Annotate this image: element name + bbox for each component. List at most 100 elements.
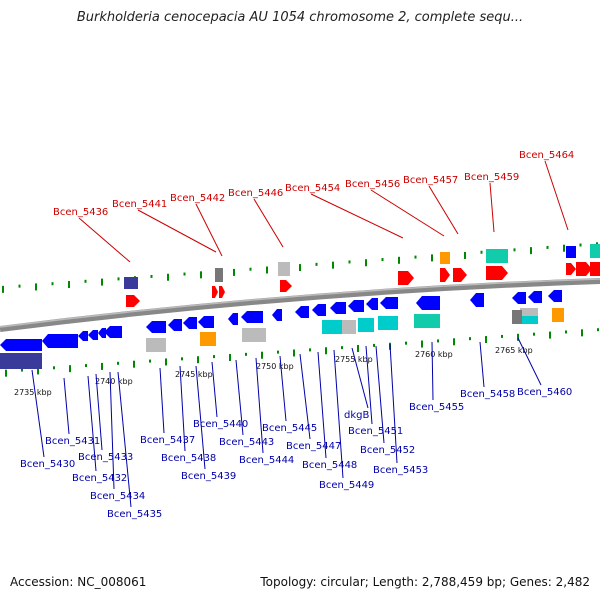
gene-feature [576, 262, 592, 276]
gene-label: Bcen_5448 [302, 460, 357, 471]
leader-line [517, 337, 542, 386]
gene-feature [272, 309, 282, 321]
leader-line [489, 182, 495, 233]
gene-feature [183, 317, 197, 329]
gene-feature [340, 320, 356, 334]
gene-label: Bcen_5441 [112, 199, 167, 210]
gene-label: Bcen_5436 [53, 207, 108, 218]
gene-label: Bcen_5453 [373, 465, 428, 476]
leader-line [117, 371, 132, 508]
gene-feature [242, 328, 266, 342]
gene-feature [520, 316, 538, 324]
gene-feature [486, 249, 508, 263]
gene-feature [278, 262, 290, 276]
gene-label: Bcen_5445 [262, 423, 317, 434]
leader-line [195, 203, 223, 257]
gene-feature [358, 318, 374, 332]
leader-line [370, 189, 445, 237]
leader-line [279, 355, 287, 422]
gene-label: Bcen_5460 [517, 387, 572, 398]
gene-feature [198, 316, 214, 328]
gene-label: Bcen_5431 [45, 436, 100, 447]
leader-line [253, 198, 284, 248]
gene-feature [366, 298, 378, 310]
gene-feature [280, 280, 292, 292]
gene-feature [378, 316, 398, 330]
leader-line [63, 377, 70, 435]
leader-line [431, 341, 434, 401]
gene-label: Bcen_5452 [360, 445, 415, 456]
leader-line [95, 373, 103, 451]
tick-label: 2765 kbp [495, 346, 533, 355]
gene-feature [0, 353, 42, 369]
map-title: Burkholderia cenocepacia AU 1054 chromos… [76, 10, 524, 25]
gene-feature [215, 268, 223, 282]
sequence-backbone-highlight [0, 278, 600, 328]
sequence-backbone [0, 278, 600, 332]
gene-feature [42, 334, 78, 348]
leader-line [87, 375, 97, 472]
gene-feature [228, 313, 238, 325]
leader-line [255, 357, 264, 454]
gene-label: Bcen_5443 [219, 437, 274, 448]
leader-line [179, 365, 186, 452]
gene-label: Bcen_5435 [107, 509, 162, 520]
gene-feature [416, 296, 440, 310]
gene-feature [78, 331, 88, 341]
gene-feature [98, 328, 106, 338]
gene-label: Bcen_5457 [403, 175, 458, 186]
gene-feature [398, 271, 414, 285]
gene-label: Bcen_5439 [181, 471, 236, 482]
leader-line [211, 361, 218, 418]
leader-line [365, 345, 373, 425]
gene-feature [330, 302, 346, 314]
gene-feature [470, 293, 484, 307]
gene-feature [348, 300, 364, 312]
leader-line [195, 365, 206, 470]
leader-line [375, 345, 385, 444]
gene-label: Bcen_5434 [90, 491, 145, 502]
gene-feature [312, 304, 326, 316]
gene-feature [241, 311, 263, 323]
leader-line [31, 369, 45, 458]
tick-label: 2735 kbp [14, 388, 52, 397]
gene-feature [566, 246, 576, 258]
gene-label: Bcen_5440 [193, 419, 248, 430]
gene-feature [380, 297, 398, 309]
accession-text: Accession: NC_008061 [10, 575, 147, 589]
gene-label: Bcen_5442 [170, 193, 225, 204]
gene-label: Bcen_5432 [72, 473, 127, 484]
gene-feature [453, 268, 467, 282]
gene-label: Bcen_5455 [409, 402, 464, 413]
gene-feature [512, 292, 526, 304]
leader-line [317, 351, 327, 459]
gene-feature [322, 320, 342, 334]
gene-feature [104, 326, 122, 338]
gene-feature [590, 262, 600, 276]
gene-label: Bcen_5456 [345, 179, 400, 190]
leader-line [389, 343, 398, 464]
gene-feature [124, 277, 138, 289]
leader-line [159, 367, 165, 434]
gene-feature [0, 339, 42, 351]
gene-feature [528, 291, 542, 303]
gene-label: Bcen_5447 [286, 441, 341, 452]
gene-feature [590, 244, 600, 258]
gene-label: Bcen_5444 [239, 455, 294, 466]
gene-label: Bcen_5449 [319, 480, 374, 491]
tick-label: 2760 kbp [415, 350, 453, 359]
tick-label: 2740 kbp [95, 377, 133, 386]
position-tick-labels: 2735 kbp 2740 kbp 2745 kbp 2750 kbp 2755 kbp… [14, 346, 533, 397]
gene-feature [219, 286, 225, 298]
leader-line [351, 347, 369, 409]
gene-label: Bcen_5438 [161, 453, 216, 464]
topology-summary: Topology: circular; Length: 2,788,459 bp… [260, 575, 590, 589]
label-leader-lines [31, 160, 569, 508]
gene-label: Bcen_5464 [519, 150, 574, 161]
leader-line [137, 209, 217, 253]
gene-label: Bcen_5459 [464, 172, 519, 183]
reverse-gene-labels: Bcen_5430 Bcen_5431 Bcen_5432 Bcen_5433 Bcen… [20, 387, 572, 520]
gene-feature [520, 308, 538, 316]
gene-label: Bcen_5446 [228, 188, 283, 199]
